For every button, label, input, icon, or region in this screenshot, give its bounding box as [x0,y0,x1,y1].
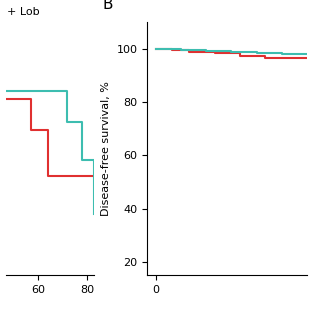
Text: B: B [102,0,113,12]
Text: + Lob: + Lob [7,7,40,17]
Y-axis label: Disease-free survival, %: Disease-free survival, % [101,81,111,216]
